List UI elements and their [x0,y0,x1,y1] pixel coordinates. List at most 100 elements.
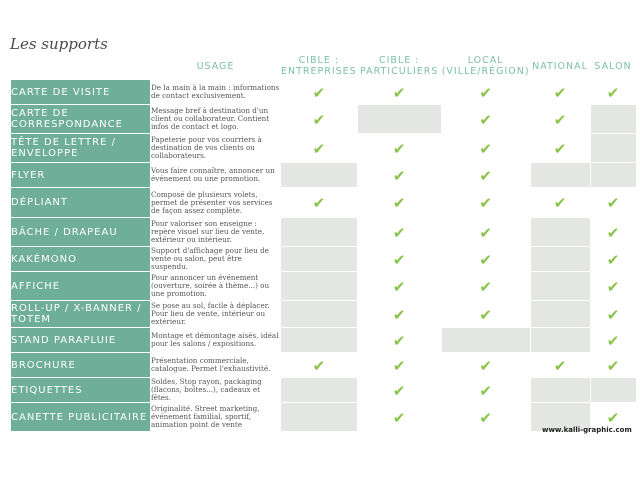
checked-cell: ✔ [280,133,358,163]
checked-cell: ✔ [440,79,531,105]
row-usage: Composé de plusieurs volets, permet de p… [150,187,281,218]
check-icon: ✔ [606,356,620,375]
header-salon: SALON [589,52,637,80]
empty-cell [529,246,591,272]
empty-cell [529,162,591,188]
check-icon: ✔ [392,408,406,427]
row-label: CARTE DE VISITE [10,79,151,105]
table-row: CANETTE PUBLICITAIRE Originalité. Street … [10,402,637,432]
empty-cell [280,162,358,188]
row-usage: Originalité. Street marketing, événement… [150,402,281,432]
check-icon: ✔ [606,83,620,102]
checked-cell: ✔ [440,246,531,272]
check-icon: ✔ [479,166,492,185]
row-label: AFFICHE [10,271,151,301]
checked-cell: ✔ [589,187,637,218]
header-cible-entreprises: CIBLE : ENTREPRISES [280,52,358,80]
row-usage: Message bref à destination d'un client o… [150,104,281,134]
check-icon: ✔ [312,356,326,375]
empty-cell [280,246,358,272]
check-icon: ✔ [392,356,406,375]
checked-cell: ✔ [356,246,442,272]
check-icon: ✔ [392,194,406,212]
row-usage: Montage et démontage aisés, idéal pour l… [150,327,281,353]
table-row: CARTE DE VISITE De la main à la main : in… [10,79,637,105]
check-icon: ✔ [392,223,406,242]
check-icon: ✔ [479,381,492,400]
empty-cell [529,327,591,353]
row-usage: De la main à la main : informations de c… [150,79,281,105]
empty-cell [280,402,358,432]
table-row: ETIQUETTES Soldes, Stop rayon, packaging … [10,377,637,403]
header-national: NATIONAL [529,52,591,80]
row-usage: Pour valoriser son enseigne : repère vis… [150,217,281,247]
check-icon: ✔ [392,331,406,350]
check-icon: ✔ [606,277,620,296]
table-row: BÂCHE / DRAPEAU Pour valoriser son enseig… [10,217,637,247]
website-link[interactable]: www.kalli-graphic.com [542,426,632,434]
check-icon: ✔ [606,250,620,269]
checked-cell: ✔ [356,327,442,353]
checked-cell: ✔ [440,271,531,301]
check-icon: ✔ [312,139,326,158]
empty-cell [280,217,358,247]
check-icon: ✔ [606,223,620,242]
row-usage: Se pose au sol, facile à déplacer. Pour … [150,300,281,328]
checked-cell: ✔ [280,79,358,105]
row-label: TÊTE DE LETTRE / ENVELOPPE [10,133,151,163]
check-icon: ✔ [392,305,406,324]
row-label: ROLL-UP / X-BANNER / TOTEM [10,300,151,328]
checked-cell: ✔ [589,327,637,353]
checked-cell: ✔ [280,352,358,378]
check-icon: ✔ [479,250,492,269]
table-row: AFFICHE Pour annoncer un événement (ouver… [10,271,637,301]
checked-cell: ✔ [529,79,591,105]
checked-cell: ✔ [529,352,591,378]
table-row: ROLL-UP / X-BANNER / TOTEM Se pose au sol… [10,300,637,328]
row-usage: Soldes, Stop rayon, packaging (flacons, … [150,377,281,403]
checked-cell: ✔ [356,300,442,328]
check-icon: ✔ [606,408,620,427]
empty-cell [280,327,358,353]
checked-cell: ✔ [589,300,637,328]
checked-cell: ✔ [356,352,442,378]
row-usage: Pour annoncer un événement (ouverture, s… [150,271,281,301]
check-icon: ✔ [479,83,492,102]
table-row: TÊTE DE LETTRE / ENVELOPPE Papeterie pour… [10,133,637,163]
check-icon: ✔ [479,356,492,375]
empty-cell [589,162,637,188]
empty-cell [440,327,531,353]
table-row: KAKÉMONO Support d'affichage pour lieu de… [10,246,637,272]
check-icon: ✔ [553,110,567,129]
check-icon: ✔ [392,277,406,296]
row-usage: Support d'affichage pour lieu de vente o… [150,246,281,272]
checked-cell: ✔ [440,217,531,247]
row-label: CARTE DE CORRESPONDANCE [10,104,151,134]
checked-cell: ✔ [356,187,442,218]
header-local: LOCAL (VILLE/RÉGION) [440,52,531,80]
empty-cell [280,271,358,301]
check-icon: ✔ [553,356,567,375]
checked-cell: ✔ [440,187,531,218]
check-icon: ✔ [479,110,492,129]
header-usage: USAGE [150,52,281,80]
empty-cell [529,377,591,403]
check-icon: ✔ [479,139,492,158]
table-row: CARTE DE CORRESPONDANCE Message bref à de… [10,104,637,134]
check-icon: ✔ [312,194,326,212]
checked-cell: ✔ [280,104,358,134]
checked-cell: ✔ [589,246,637,272]
check-icon: ✔ [479,223,492,242]
row-label: BROCHURE [10,352,151,378]
checked-cell: ✔ [356,162,442,188]
table-row: BROCHURE Présentation commerciale, catalo… [10,352,637,378]
checked-cell: ✔ [529,187,591,218]
checked-cell: ✔ [589,79,637,105]
check-icon: ✔ [479,408,492,427]
check-icon: ✔ [392,139,406,158]
check-icon: ✔ [553,194,567,212]
checked-cell: ✔ [440,352,531,378]
header-row: USAGE CIBLE : ENTREPRISES CIBLE : PARTIC… [10,52,637,80]
empty-cell [280,377,358,403]
checked-cell: ✔ [356,217,442,247]
